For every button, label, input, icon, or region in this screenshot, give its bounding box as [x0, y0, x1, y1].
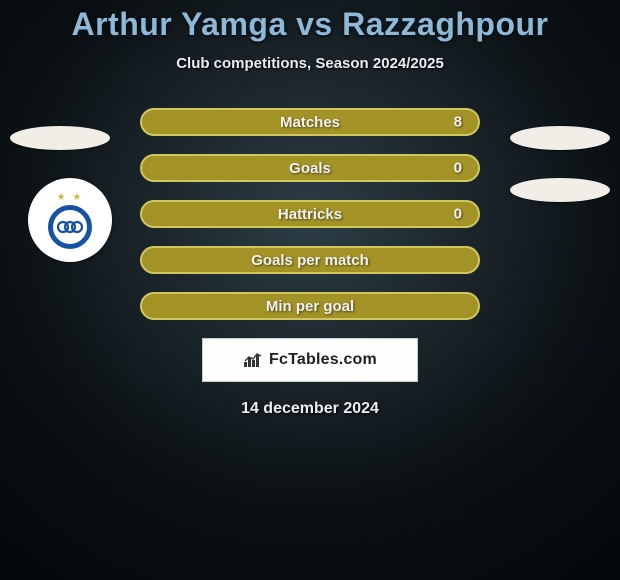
- stat-value: 8: [454, 114, 462, 131]
- page-title: Arthur Yamga vs Razzaghpour: [71, 6, 548, 43]
- footer-brand-text: FcTables.com: [269, 351, 377, 369]
- stat-row: Goals 0: [140, 154, 480, 182]
- stat-label: Goals per match: [251, 252, 369, 269]
- bar-chart-icon: [243, 352, 263, 368]
- stat-label: Matches: [280, 114, 340, 131]
- stat-label: Hattricks: [278, 206, 342, 223]
- stat-row: Matches 8: [140, 108, 480, 136]
- stat-value: 0: [454, 160, 462, 177]
- stat-row: Hattricks 0: [140, 200, 480, 228]
- stats-board: Matches 8 Goals 0 Hattricks 0 Goals per match M…: [0, 108, 620, 320]
- footer-date: 14 december 2024: [241, 400, 379, 418]
- stat-label: Min per goal: [266, 298, 354, 315]
- stat-label: Goals: [289, 160, 331, 177]
- stat-row: Goals per match: [140, 246, 480, 274]
- footer-brand-box: FcTables.com: [202, 338, 418, 382]
- stat-value: 0: [454, 206, 462, 223]
- stat-row: Min per goal: [140, 292, 480, 320]
- page-subtitle: Club competitions, Season 2024/2025: [176, 55, 444, 72]
